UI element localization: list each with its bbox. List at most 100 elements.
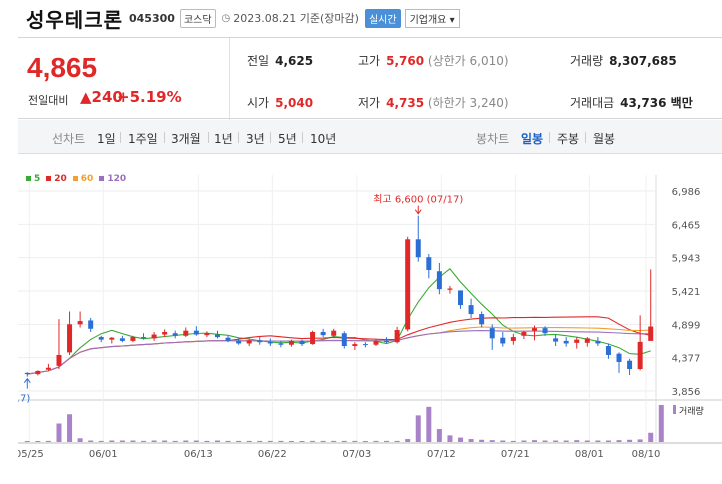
- candle-body: [109, 337, 115, 340]
- volume-bar: [405, 439, 411, 442]
- candle-body: [584, 338, 590, 343]
- x-tick-label: 05/25: [18, 449, 44, 460]
- change-label: 전일대비: [28, 94, 69, 107]
- chevron-down-icon: ▾: [449, 14, 455, 26]
- stock-code: 045300: [129, 11, 175, 25]
- legend-item-ma5: 5: [26, 174, 40, 184]
- tab-monthly[interactable]: 월봉: [593, 132, 616, 146]
- volume-bar: [415, 415, 421, 442]
- volume-bar: [605, 440, 611, 442]
- min-price-label: 최저 4,105 (08/17): [18, 393, 30, 405]
- tab-weekly[interactable]: 주봉: [557, 132, 580, 146]
- divider: [208, 132, 209, 143]
- candle-body: [141, 337, 147, 339]
- volume-bar: [183, 440, 189, 442]
- prev-close-value: 4,625: [275, 54, 314, 68]
- tab-1day[interactable]: 1일: [97, 132, 116, 146]
- volume-bar: [373, 440, 379, 442]
- tab-1year[interactable]: 1년: [214, 132, 233, 146]
- candle-body: [489, 328, 495, 339]
- low-label: 저가: [358, 96, 381, 110]
- candle-body: [394, 330, 400, 343]
- volume-bar: [627, 439, 633, 442]
- x-tick-label: 08/10: [632, 449, 661, 460]
- candle-body: [77, 321, 83, 325]
- candle-body: [574, 339, 580, 343]
- tab-3month[interactable]: 3개월: [171, 132, 201, 146]
- tab-candle-chart[interactable]: 봉차트: [476, 132, 510, 146]
- min-arrow-icon: [23, 377, 31, 389]
- candle-body: [35, 370, 41, 375]
- volume-bar: [214, 440, 220, 442]
- volume-bar: [162, 440, 168, 442]
- prev-close: 전일 4,625: [247, 52, 313, 69]
- candle-body: [246, 340, 252, 344]
- company-info-label: 기업개요: [409, 14, 447, 26]
- tab-3year[interactable]: 3년: [246, 132, 265, 146]
- x-tick-label: 07/03: [342, 449, 371, 460]
- volume-bar: [204, 440, 210, 442]
- tab-5year[interactable]: 5년: [278, 132, 297, 146]
- candle-body: [510, 337, 516, 341]
- volume-bar: [489, 440, 495, 442]
- open-value: 5,040: [275, 96, 314, 110]
- volume-label: 거래량: [570, 54, 604, 68]
- stock-chart[interactable]: 5 20 60 120 6,986 6,465 5,943 5,421 4,899 4,377 3…: [0, 155, 722, 480]
- candle-body: [405, 239, 411, 330]
- candle-body: [236, 340, 242, 344]
- volume-bar: [225, 440, 231, 442]
- tab-line-chart[interactable]: 선차트: [52, 132, 86, 146]
- volume-bar: [468, 439, 474, 442]
- chart-legend: 5 20 60 120: [26, 174, 126, 184]
- candle-body: [415, 239, 421, 258]
- candle-body: [172, 333, 178, 336]
- tab-1week[interactable]: 1주일: [128, 132, 158, 146]
- volume-bar: [141, 440, 147, 442]
- candle-body: [193, 330, 199, 335]
- candle-body: [214, 334, 220, 338]
- volume-bar: [658, 405, 664, 442]
- candle-body: [426, 257, 432, 270]
- open-price: 시가 5,040: [247, 94, 313, 111]
- volume-bar: [362, 441, 368, 442]
- x-tick-label: 08/01: [575, 449, 604, 460]
- candle-body: [563, 340, 569, 344]
- volume-bar: [236, 440, 242, 442]
- volume-bar: [341, 440, 347, 442]
- volume-bar: [299, 441, 305, 442]
- x-tick-label: 07/21: [501, 449, 530, 460]
- chart-tabs: 선차트 1일 1주일 3개월 1년 3년 5년 10년 봉차트 일봉 주봉 월봉: [18, 120, 722, 154]
- candle-body: [447, 288, 453, 290]
- stock-header: 성우테크론 045300 코스닥 ◷ 2023.08.21 기준(장마감) 실시…: [0, 0, 722, 36]
- volume-bar: [267, 440, 273, 442]
- y-tick-label: 4,899: [672, 320, 701, 331]
- y-tick-label: 3,856: [672, 387, 701, 398]
- divider: [549, 132, 550, 143]
- divider: [238, 132, 239, 143]
- candle-body: [468, 305, 474, 315]
- volume-bar: [193, 440, 199, 442]
- candle-body: [616, 353, 622, 362]
- candle-body: [151, 334, 157, 339]
- stock-name: 성우테크론: [26, 7, 123, 32]
- company-info-dropdown[interactable]: 기업개요 ▾: [404, 8, 460, 28]
- prev-close-label: 전일: [247, 54, 270, 68]
- chart-canvas[interactable]: 6,986 6,465 5,943 5,421 4,899 4,377 3,856 05/25…: [0, 155, 722, 480]
- quote-panel: 4,865 전일대비 ▲240 +5.19% 전일 4,625 고가 5,760 (…: [18, 37, 722, 120]
- price-box: 4,865 전일대비 ▲240 +5.19%: [18, 38, 230, 120]
- volume-bar: [257, 440, 263, 442]
- volume-bar: [563, 440, 569, 442]
- volume-bar: [320, 440, 326, 442]
- low-value: 4,735: [386, 96, 425, 110]
- candle-body: [299, 340, 305, 345]
- candle-body: [24, 372, 30, 375]
- candle-body: [605, 346, 611, 355]
- legend-swatch: [72, 176, 78, 181]
- live-button[interactable]: 실시간: [364, 8, 401, 28]
- volume-bar: [648, 432, 654, 442]
- volume-bar: [426, 406, 432, 442]
- candle-body: [257, 340, 263, 343]
- clock-icon: ◷: [221, 12, 231, 24]
- tab-daily[interactable]: 일봉: [521, 132, 544, 146]
- tab-10year[interactable]: 10년: [310, 132, 337, 146]
